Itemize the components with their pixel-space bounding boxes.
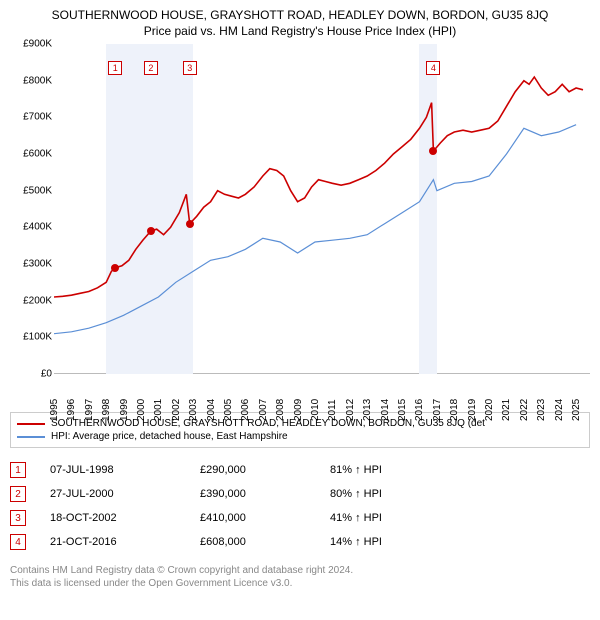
event-marker-icon: 2 (10, 486, 26, 502)
x-tick-label: 2009 (293, 399, 304, 421)
x-tick-label: 2004 (206, 399, 217, 421)
x-tick-label: 1998 (101, 399, 112, 421)
event-delta: 41% ↑ HPI (330, 506, 590, 530)
event-delta: 80% ↑ HPI (330, 482, 590, 506)
x-tick-label: 2016 (414, 399, 425, 421)
legend-row: HPI: Average price, detached house, East… (17, 430, 583, 443)
plot-area: 1234 (54, 44, 590, 374)
x-tick-label: 2018 (449, 399, 460, 421)
x-tick-label: 2012 (345, 399, 356, 421)
footer-attribution: Contains HM Land Registry data © Crown c… (10, 564, 590, 590)
y-tick-label: £200K (23, 295, 52, 306)
footer-line-2: This data is licensed under the Open Gov… (10, 577, 590, 590)
y-tick-label: £900K (23, 39, 52, 50)
sales-events-table: 1 07-JUL-1998£290,00081% ↑ HPI 2 27-JUL-200… (10, 458, 590, 554)
legend-swatch (17, 436, 45, 438)
event-price: £290,000 (200, 458, 330, 482)
x-tick-label: 2005 (223, 399, 234, 421)
x-axis: 1995199619971998199920002001200220032004… (54, 374, 590, 404)
event-price: £390,000 (200, 482, 330, 506)
x-tick-label: 2000 (136, 399, 147, 421)
x-tick-label: 1996 (66, 399, 77, 421)
x-tick-label: 2020 (484, 399, 495, 421)
y-tick-label: £800K (23, 75, 52, 86)
series-hpi (54, 125, 576, 334)
event-delta: 14% ↑ HPI (330, 530, 590, 554)
x-tick-label: 2024 (554, 399, 565, 421)
y-tick-label: £700K (23, 112, 52, 123)
y-tick-label: £500K (23, 185, 52, 196)
event-date: 21-OCT-2016 (50, 530, 200, 554)
table-row: 3 18-OCT-2002£410,00041% ↑ HPI (10, 506, 590, 530)
event-price: £410,000 (200, 506, 330, 530)
x-tick-label: 2007 (258, 399, 269, 421)
legend-swatch (17, 423, 45, 425)
x-tick-label: 2022 (519, 399, 530, 421)
event-date: 07-JUL-1998 (50, 458, 200, 482)
y-tick-label: £100K (23, 332, 52, 343)
event-marker-icon: 3 (10, 510, 26, 526)
series-property (54, 77, 583, 297)
x-tick-label: 2013 (362, 399, 373, 421)
event-marker-icon: 4 (10, 534, 26, 550)
x-tick-label: 2017 (432, 399, 443, 421)
x-tick-label: 2023 (536, 399, 547, 421)
event-price: £608,000 (200, 530, 330, 554)
event-delta: 81% ↑ HPI (330, 458, 590, 482)
table-row: 1 07-JUL-1998£290,00081% ↑ HPI (10, 458, 590, 482)
x-tick-label: 2021 (501, 399, 512, 421)
x-tick-label: 2025 (571, 399, 582, 421)
x-tick-label: 1997 (84, 399, 95, 421)
sale-dot-1 (111, 264, 119, 272)
x-tick-label: 1995 (49, 399, 60, 421)
x-tick-label: 2006 (240, 399, 251, 421)
chart-area: £0 £100K £200K £300K £400K £500K £600K £700K £80… (10, 44, 590, 404)
x-tick-label: 2015 (397, 399, 408, 421)
table-row: 4 21-OCT-2016£608,00014% ↑ HPI (10, 530, 590, 554)
x-tick-label: 2001 (153, 399, 164, 421)
table-row: 2 27-JUL-2000£390,00080% ↑ HPI (10, 482, 590, 506)
legend-label: HPI: Average price, detached house, East… (51, 431, 288, 442)
chart-container: SOUTHERNWOOD HOUSE, GRAYSHOTT ROAD, HEAD… (0, 0, 600, 600)
y-axis: £0£100K£200K£300K£400K£500K£600K£700K£80… (10, 44, 54, 374)
y-tick-label: £400K (23, 222, 52, 233)
x-tick-label: 2003 (188, 399, 199, 421)
x-tick-label: 2011 (327, 399, 338, 421)
sale-dot-2 (147, 227, 155, 235)
event-marker-icon: 1 (10, 462, 26, 478)
event-date: 18-OCT-2002 (50, 506, 200, 530)
y-tick-label: £0 (41, 369, 52, 380)
sale-dot-3 (186, 220, 194, 228)
x-tick-label: 2019 (467, 399, 478, 421)
x-tick-label: 2008 (275, 399, 286, 421)
footer-line-1: Contains HM Land Registry data © Crown c… (10, 564, 590, 577)
y-tick-label: £600K (23, 149, 52, 160)
y-tick-label: £300K (23, 259, 52, 270)
x-tick-label: 1999 (119, 399, 130, 421)
x-tick-label: 2002 (171, 399, 182, 421)
chart-title: SOUTHERNWOOD HOUSE, GRAYSHOTT ROAD, HEAD… (10, 8, 590, 22)
event-date: 27-JUL-2000 (50, 482, 200, 506)
chart-subtitle: Price paid vs. HM Land Registry's House … (10, 24, 590, 38)
x-tick-label: 2014 (380, 399, 391, 421)
x-tick-label: 2010 (310, 399, 321, 421)
sale-dot-4 (429, 147, 437, 155)
